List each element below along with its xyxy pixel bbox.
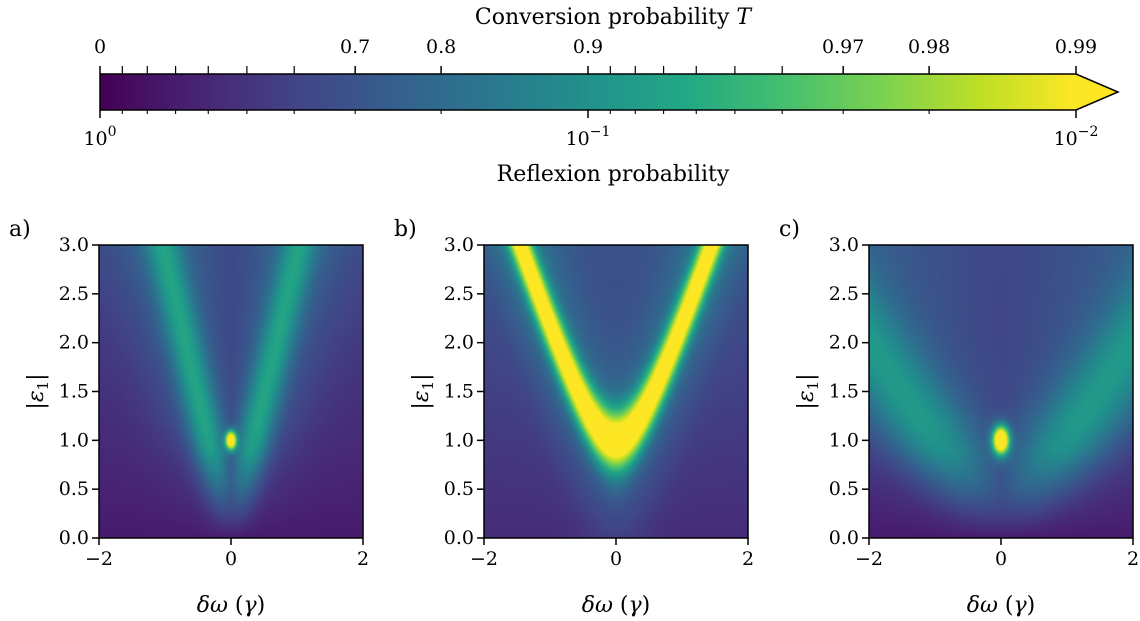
y-tick-label: 3.0 xyxy=(444,234,474,256)
y-tick-label: 0.0 xyxy=(59,527,89,549)
y-tick-label: 1.0 xyxy=(829,429,859,451)
y-axis-label: |ε1| xyxy=(794,373,822,409)
x-tick-label: 0 xyxy=(225,548,237,570)
colorbar-gradient xyxy=(100,74,1076,110)
x-axis-label: δω (γ) xyxy=(967,593,1036,618)
panel-letter: b) xyxy=(394,217,417,242)
colorbar-bottom-label: Reflexion probability xyxy=(497,162,730,187)
colorbar-top-tick-label: 0.98 xyxy=(908,36,950,58)
y-tick-label: 2.5 xyxy=(444,283,474,305)
panel-letter: c) xyxy=(779,217,800,242)
colorbar-minor-ticks xyxy=(121,66,930,114)
y-tick-label: 3.0 xyxy=(59,234,89,256)
panel-letter: a) xyxy=(9,217,31,242)
y-axis-label: |ε1| xyxy=(24,373,52,409)
heatmap-panel: 0.0 0.5 1.0 1.5 2.0 2.5 3.0 −2 0 2 δω (γ) |ε1| c) xyxy=(779,217,1139,618)
y-tick-label: 1.5 xyxy=(444,381,474,403)
x-tick-label: −2 xyxy=(470,548,498,570)
x-axis-label: δω (γ) xyxy=(197,593,266,618)
y-tick-label: 1.0 xyxy=(444,429,474,451)
x-tick-label: 0 xyxy=(610,548,622,570)
y-tick-label: 0.5 xyxy=(829,478,859,500)
colorbar-top-tick-label: 0.7 xyxy=(340,36,370,58)
y-tick-label: 1.0 xyxy=(59,429,89,451)
y-tick-label: 3.0 xyxy=(829,234,859,256)
y-tick-label: 0.5 xyxy=(59,478,89,500)
x-axis-label: δω (γ) xyxy=(582,593,651,618)
y-tick-label: 0.0 xyxy=(444,527,474,549)
x-tick-label: 2 xyxy=(357,548,369,570)
x-tick-label: 2 xyxy=(742,548,754,570)
colorbar-top-tick-label: 0.99 xyxy=(1055,36,1097,58)
x-tick-label: 2 xyxy=(1127,548,1139,570)
heatmap-panel: 0.0 0.5 1.0 1.5 2.0 2.5 3.0 −2 0 2 δω (γ) |ε1| b) xyxy=(394,217,754,618)
colorbar-top-tick-label: 0.9 xyxy=(573,36,603,58)
y-tick-label: 1.5 xyxy=(829,381,859,403)
colorbar-top-label: Conversion probability T xyxy=(475,5,753,30)
y-tick-label: 2.0 xyxy=(59,332,89,354)
x-tick-label: −2 xyxy=(85,548,113,570)
heatmap-image xyxy=(99,245,363,538)
colorbar-top-tick-label: 0.8 xyxy=(426,36,456,58)
colorbar: Conversion probability T 0 0.7 0.8 0.9 0.97 0… xyxy=(83,5,1120,187)
colorbar-top-ticks: 0 0.7 0.8 0.9 0.97 0.98 0.99 xyxy=(94,36,1097,74)
colorbar-top-tick-label: 0.97 xyxy=(822,36,864,58)
y-tick-label: 0.5 xyxy=(444,478,474,500)
y-tick-label: 2.0 xyxy=(444,332,474,354)
y-tick-label: 2.5 xyxy=(829,283,859,305)
colorbar-top-tick-label: 0 xyxy=(94,36,106,58)
x-tick-label: −2 xyxy=(855,548,883,570)
y-tick-label: 2.5 xyxy=(59,283,89,305)
y-axis-label: |ε1| xyxy=(409,373,437,409)
heatmap-image xyxy=(484,245,748,538)
y-tick-label: 1.5 xyxy=(59,381,89,403)
heatmap-image xyxy=(869,245,1133,538)
heatmap-panel: 0.0 0.5 1.0 1.5 2.0 2.5 3.0 −2 0 2 δω (γ) |ε1| a) xyxy=(9,217,369,618)
colorbar-outline xyxy=(99,73,1120,111)
colorbar-extend-triangle xyxy=(1076,74,1118,110)
colorbar-bottom-tick-label: 10−1 xyxy=(566,124,611,150)
colorbar-bottom-tick-label: 10−2 xyxy=(1054,124,1099,150)
x-tick-label: 0 xyxy=(995,548,1007,570)
heatmap-panels: 0.00.51.01.52.02.53.0−2 0 2δω (γ)|ε1|a)0.0… xyxy=(9,217,1139,618)
y-tick-label: 2.0 xyxy=(829,332,859,354)
colorbar-bottom-ticks: 100 10−1 10−2 xyxy=(83,110,1098,150)
colorbar-bottom-tick-label: 100 xyxy=(83,124,116,150)
y-tick-label: 0.0 xyxy=(829,527,859,549)
